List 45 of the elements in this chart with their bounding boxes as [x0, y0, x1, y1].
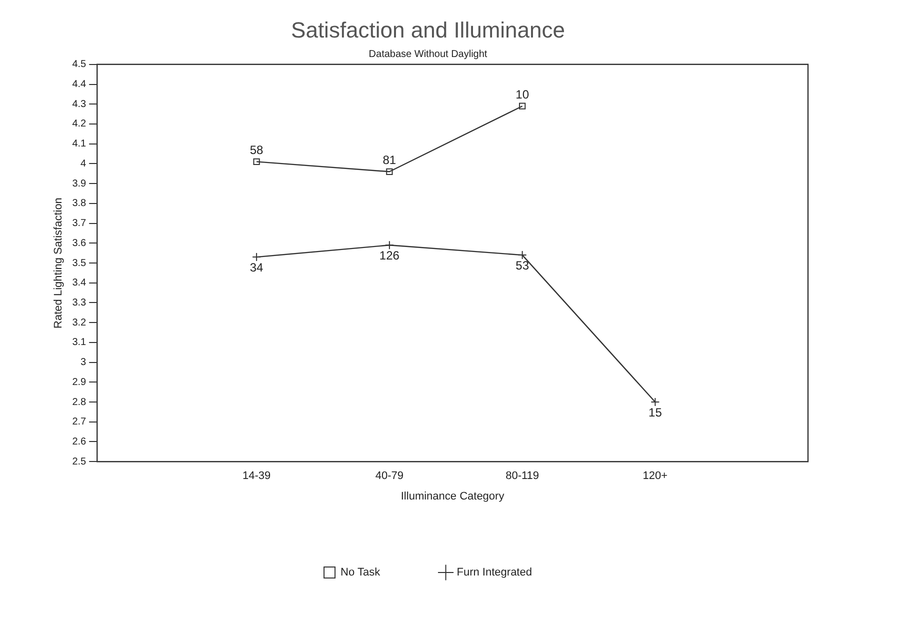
y-tick-label: 4.2	[72, 118, 87, 130]
y-tick-label: 2.7	[72, 416, 87, 428]
x-tick-label: 120+	[642, 470, 668, 482]
y-tick-label: 2.8	[72, 396, 87, 408]
y-tick-label: 3.7	[72, 218, 87, 230]
point	[518, 102, 526, 110]
chart-subtitle: Database Without Daylight	[368, 49, 488, 60]
chart-title: Satisfaction and Illuminance	[291, 17, 565, 42]
y-tick-label: 4.4	[72, 79, 87, 90]
y-tick-label: 4	[80, 158, 87, 170]
annotation: 34	[250, 260, 264, 274]
y-tick-label: 2.5	[72, 456, 87, 468]
y-tick-label: 3.1	[72, 337, 87, 348]
point	[384, 240, 394, 250]
x-axis-title: Illuminance Category	[400, 490, 505, 502]
y-tick-label: 4.1	[72, 138, 87, 150]
y-tick-label: 3.8	[72, 198, 87, 210]
y-tick-label: 3.4	[72, 278, 87, 289]
y-tick-label: 3	[80, 357, 87, 368]
legend-label: Furn Integrated	[456, 566, 532, 579]
annotation: 53	[516, 258, 530, 272]
y-tick-label: 2.9	[72, 376, 87, 388]
y-tick-label: 3.5	[72, 258, 87, 269]
y-tick-label: 3.3	[72, 297, 87, 308]
annotation: 58	[250, 143, 264, 158]
y-tick-label: 4.3	[72, 98, 87, 110]
annotation: 81	[382, 152, 396, 167]
annotation: 10	[516, 87, 530, 102]
point	[518, 250, 527, 260]
point	[253, 158, 260, 166]
x-tick-label: 80-119	[506, 470, 540, 482]
annotation: 126	[379, 248, 400, 262]
y-tick-label: 3.2	[72, 317, 87, 328]
x-tick-label: 14-39	[242, 470, 271, 482]
y-tick-label: 3.9	[72, 178, 87, 190]
point	[252, 252, 262, 262]
y-tick-label: 3.6	[72, 238, 87, 249]
y-axis-title: Rated Lighting Satisfaction	[52, 198, 65, 328]
x-tick-label: 40-79	[375, 470, 404, 482]
y-tick-label: 4.5	[72, 59, 87, 70]
legend-label: No Task	[340, 566, 381, 579]
y-tick-label: 2.6	[72, 436, 87, 448]
point	[386, 168, 393, 175]
point	[650, 398, 660, 407]
annotation: 15	[648, 405, 662, 420]
